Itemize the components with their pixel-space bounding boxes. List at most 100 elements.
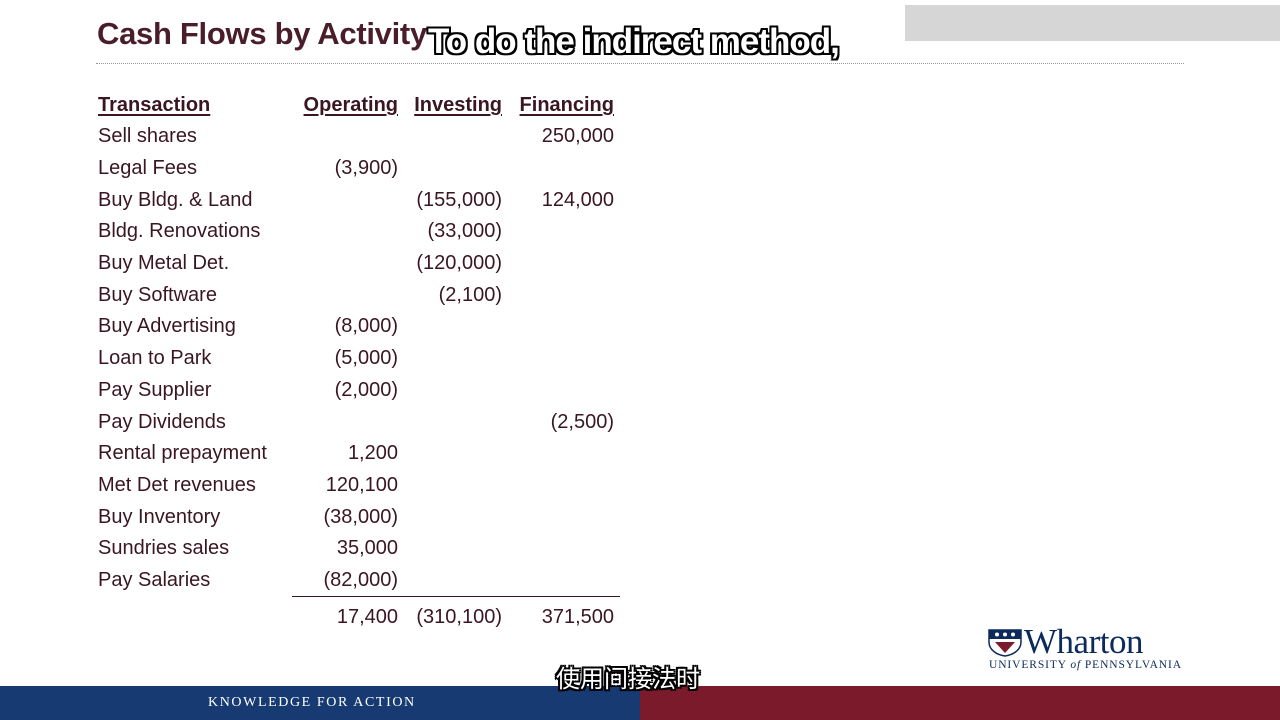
- financing-cell: [508, 375, 620, 407]
- table-row: Pay Dividends (2,500): [92, 406, 620, 438]
- investing-cell: (2,100): [438, 283, 502, 306]
- operating-cell: (82,000): [292, 564, 404, 598]
- investing-cell: [404, 470, 508, 502]
- table-row: Pay Supplier (2,000): [92, 375, 620, 407]
- investing-cell: [404, 153, 508, 185]
- financing-cell: [508, 343, 620, 375]
- footer-bar-navy: [0, 686, 640, 720]
- investing-cell: [404, 564, 508, 598]
- transaction-cell: Buy Inventory: [98, 505, 221, 528]
- table-row: Loan to Park (5,000): [92, 343, 620, 375]
- penn-shield-icon: [988, 629, 1022, 657]
- total-financing: 371,500: [541, 605, 614, 628]
- financing-cell: [508, 564, 620, 598]
- investing-cell: [404, 121, 508, 153]
- transaction-cell: Loan to Park: [98, 347, 212, 370]
- footer-tagline: KNOWLEDGE FOR ACTION: [208, 695, 416, 710]
- operating-cell: [292, 121, 404, 153]
- transaction-cell: Buy Software: [98, 283, 217, 306]
- table-header-row: Transaction Operating Investing Financin…: [92, 90, 620, 121]
- investing-cell: [404, 406, 508, 438]
- table-row: Sell shares 250,000: [92, 121, 620, 153]
- transaction-cell: Rental prepayment: [98, 442, 267, 465]
- transaction-cell: Buy Metal Det.: [98, 252, 230, 275]
- header-placeholder-box: [905, 5, 1280, 41]
- financing-cell: (2,500): [550, 410, 614, 433]
- subtitle-chinese: 使用间接法时: [556, 665, 700, 693]
- transaction-cell: Bldg. Renovations: [98, 220, 261, 243]
- transaction-cell: Legal Fees: [98, 157, 197, 180]
- table-row: Bldg. Renovations (33,000): [92, 216, 620, 248]
- transaction-cell: Pay Dividends: [98, 410, 226, 433]
- wharton-logo: Wharton UNIVERSITY of PENNSYLVANIA: [988, 622, 1193, 672]
- header-transaction: Transaction: [98, 94, 211, 116]
- financing-cell: [508, 533, 620, 565]
- financing-cell: 250,000: [541, 125, 614, 148]
- slide-title: Cash Flows by Activity: [97, 16, 427, 51]
- investing-cell: [404, 501, 508, 533]
- operating-cell: (3,900): [334, 157, 398, 180]
- table-row: Buy Advertising (8,000): [92, 311, 620, 343]
- investing-cell: [404, 343, 508, 375]
- financing-cell: [508, 216, 620, 248]
- total-investing: (310,100): [416, 605, 502, 628]
- investing-cell: (155,000): [416, 188, 502, 211]
- header-investing: Investing: [414, 94, 502, 116]
- operating-cell: [292, 184, 404, 216]
- transaction-cell: Pay Salaries: [98, 569, 211, 592]
- transaction-cell: Sundries sales: [98, 537, 230, 560]
- table-row: Rental prepayment 1,200: [92, 438, 620, 470]
- operating-cell: (2,000): [334, 378, 398, 401]
- investing-cell: [404, 533, 508, 565]
- operating-cell: [292, 279, 404, 311]
- subtitle-english: To do the indirect method,: [428, 22, 840, 61]
- operating-cell: (8,000): [334, 315, 398, 338]
- table-row: Pay Salaries (82,000): [92, 564, 620, 598]
- financing-cell: [508, 279, 620, 311]
- table-row: Buy Metal Det. (120,000): [92, 248, 620, 280]
- totals-row: 17,400 (310,100) 371,500: [92, 597, 620, 633]
- transaction-cell: Buy Advertising: [98, 315, 236, 338]
- operating-cell: [292, 248, 404, 280]
- investing-cell: (120,000): [416, 252, 502, 275]
- transaction-cell: Pay Supplier: [98, 378, 212, 401]
- title-divider: [96, 63, 1184, 64]
- operating-cell: 120,100: [325, 473, 398, 496]
- table-row: Met Det revenues 120,100: [92, 470, 620, 502]
- operating-cell: [292, 406, 404, 438]
- transaction-cell: Met Det revenues: [98, 473, 256, 496]
- operating-cell: 1,200: [347, 442, 398, 465]
- header-financing: Financing: [519, 94, 614, 116]
- footer-bar-maroon: [640, 686, 1280, 720]
- table-row: Buy Bldg. & Land (155,000) 124,000: [92, 184, 620, 216]
- investing-cell: [404, 311, 508, 343]
- financing-cell: [508, 153, 620, 185]
- logo-sub-prefix: UNIVERSITY: [989, 659, 1071, 671]
- financing-cell: [508, 311, 620, 343]
- table-row: Legal Fees (3,900): [92, 153, 620, 185]
- cash-flow-table: Transaction Operating Investing Financin…: [92, 90, 620, 633]
- logo-wordmark: Wharton: [1024, 622, 1143, 661]
- financing-cell: [508, 470, 620, 502]
- table-row: Buy Inventory (38,000): [92, 501, 620, 533]
- operating-cell: 35,000: [336, 537, 398, 560]
- investing-cell: (33,000): [427, 220, 503, 243]
- investing-cell: [404, 375, 508, 407]
- logo-university-line: UNIVERSITY of PENNSYLVANIA: [989, 659, 1182, 671]
- total-operating: 17,400: [336, 605, 398, 628]
- operating-cell: (5,000): [334, 347, 398, 370]
- transaction-cell: Buy Bldg. & Land: [98, 188, 253, 211]
- financing-cell: 124,000: [541, 188, 614, 211]
- totals-label-cell: [92, 597, 292, 633]
- investing-cell: [404, 438, 508, 470]
- logo-sub-of: of: [1070, 659, 1082, 671]
- operating-cell: (38,000): [323, 505, 399, 528]
- header-operating: Operating: [303, 94, 398, 116]
- transaction-cell: Sell shares: [98, 125, 197, 148]
- logo-sub-suffix: PENNSYLVANIA: [1081, 659, 1182, 671]
- financing-cell: [508, 501, 620, 533]
- financing-cell: [508, 438, 620, 470]
- operating-cell: [292, 216, 404, 248]
- financing-cell: [508, 248, 620, 280]
